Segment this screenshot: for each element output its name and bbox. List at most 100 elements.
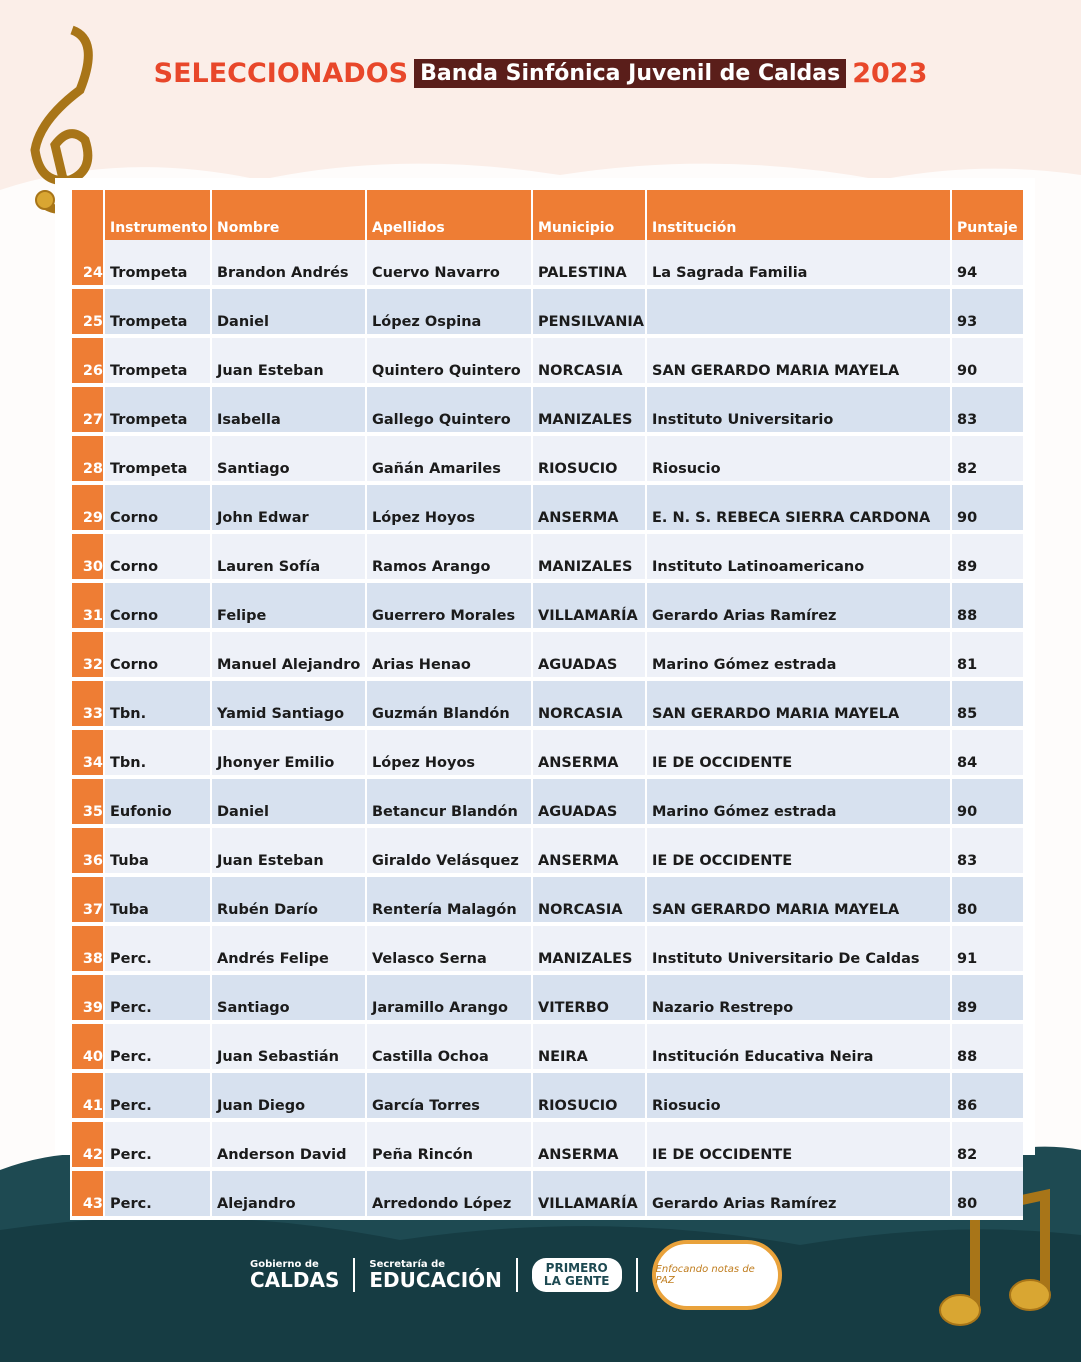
cell: Giraldo Velásquez: [365, 826, 532, 877]
row: 25 Trompeta Daniel López Ospina PENSILVANIA 9…: [70, 287, 1023, 338]
cell: SAN GERARDO MARIA MAYELA: [645, 679, 951, 730]
cell: Nazario Restrepo: [645, 973, 951, 1024]
cell: Tbn.: [103, 679, 211, 730]
logo-text: Gobierno de: [250, 1259, 319, 1270]
cell: Marino Gómez estrada: [645, 630, 951, 681]
title-prefix: SELECCIONADOS: [153, 58, 409, 89]
cell: 82: [950, 434, 1023, 485]
cell: SAN GERARDO MARIA MAYELA: [645, 875, 951, 926]
cell: Velasco Serna: [365, 924, 532, 975]
row: 38 Perc. Andrés Felipe Velasco Serna MANIZAL…: [70, 924, 1023, 975]
cell: Trompeta: [103, 240, 211, 289]
cell: Instituto Universitario: [645, 385, 951, 436]
cell: IE DE OCCIDENTE: [645, 1120, 951, 1171]
cell: 94: [950, 240, 1023, 289]
cell: Ramos Arango: [365, 532, 532, 583]
cell: 88: [950, 1022, 1023, 1073]
cell: Quintero Quintero: [365, 336, 532, 387]
cell: López Ospina: [365, 287, 532, 338]
cell: 83: [950, 826, 1023, 877]
row-number: 32: [70, 630, 104, 681]
cell: Guerrero Morales: [365, 581, 532, 632]
cell: PALESTINA: [531, 240, 646, 289]
cell: [645, 287, 951, 338]
row: 33 Tbn. Yamid Santiago Guzmán Blandón NORCAS…: [70, 679, 1023, 730]
cell: Gerardo Arias Ramírez: [645, 1169, 951, 1220]
cell: 93: [950, 287, 1023, 338]
cell: Juan Esteban: [210, 336, 366, 387]
row-number: 40: [70, 1022, 104, 1073]
cell: Betancur Blandón: [365, 777, 532, 828]
separator: [353, 1258, 356, 1292]
row: 28 Trompeta Santiago Gañán Amariles RIOSUCIO…: [70, 434, 1023, 485]
row-number: 26: [70, 336, 104, 387]
separator: [635, 1258, 638, 1292]
cell: Castilla Ochoa: [365, 1022, 532, 1073]
table: Instrumento Nombre Apellidos Municipio Insti…: [70, 190, 1023, 1220]
cell: 89: [950, 532, 1023, 583]
row: 35 Eufonio Daniel Betancur Blandón AGUADAS Ma…: [70, 777, 1023, 828]
cell: Brandon Andrés: [210, 240, 366, 289]
cell: IE DE OCCIDENTE: [645, 728, 951, 779]
footer: Gobierno de CALDAS Secretaría de EDUCACIÓN…: [250, 1240, 782, 1310]
cell: 80: [950, 1169, 1023, 1220]
cell: MANIZALES: [531, 385, 646, 436]
cell: ANSERMA: [531, 483, 646, 534]
cell: Jhonyer Emilio: [210, 728, 366, 779]
cell: Rubén Darío: [210, 875, 366, 926]
cell: Corno: [103, 581, 211, 632]
cell: VILLAMARÍA: [531, 581, 646, 632]
cell: Cuervo Navarro: [365, 240, 532, 289]
cell: Corno: [103, 630, 211, 681]
title-year: 2023: [852, 58, 928, 89]
logo-gobierno: Gobierno de CALDAS: [250, 1259, 339, 1291]
header-cell: Institución: [645, 190, 951, 240]
row: 32 Corno Manuel Alejandro Arias Henao AGUADA…: [70, 630, 1023, 681]
row-number: 36: [70, 826, 104, 877]
cell: Daniel: [210, 777, 366, 828]
cell: NORCASIA: [531, 679, 646, 730]
cell: 90: [950, 483, 1023, 534]
cell: 89: [950, 973, 1023, 1024]
cell: Trompeta: [103, 336, 211, 387]
title-highlight: Banda Sinfónica Juvenil de Caldas: [414, 59, 847, 88]
cell: Santiago: [210, 973, 366, 1024]
cell: Tbn.: [103, 728, 211, 779]
logo-text: Secretaría de: [369, 1259, 446, 1270]
row: 39 Perc. Santiago Jaramillo Arango VITERBO Na…: [70, 973, 1023, 1024]
row-number: 33: [70, 679, 104, 730]
cell: Andrés Felipe: [210, 924, 366, 975]
row-number: 25: [70, 287, 104, 338]
cell: Gallego Quintero: [365, 385, 532, 436]
cell: 84: [950, 728, 1023, 779]
cell: 86: [950, 1071, 1023, 1122]
row-number: 28: [70, 434, 104, 485]
title: SELECCIONADOS Banda Sinfónica Juvenil de …: [0, 58, 1081, 89]
cell: López Hoyos: [365, 728, 532, 779]
cell: Felipe: [210, 581, 366, 632]
row: 31 Corno Felipe Guerrero Morales VILLAMARÍA G…: [70, 581, 1023, 632]
cell: MANIZALES: [531, 532, 646, 583]
cell: Perc.: [103, 1022, 211, 1073]
cell: García Torres: [365, 1071, 532, 1122]
header-cell: Municipio: [531, 190, 646, 240]
cell: Trompeta: [103, 385, 211, 436]
cell: SAN GERARDO MARIA MAYELA: [645, 336, 951, 387]
cell: La Sagrada Familia: [645, 240, 951, 289]
cell: Manuel Alejandro: [210, 630, 366, 681]
row-number: 31: [70, 581, 104, 632]
cell: RIOSUCIO: [531, 434, 646, 485]
row: 34 Tbn. Jhonyer Emilio López Hoyos ANSERMA IE…: [70, 728, 1023, 779]
cell: López Hoyos: [365, 483, 532, 534]
cell: Instituto Universitario De Caldas: [645, 924, 951, 975]
row-number: 24: [70, 240, 104, 289]
logo-text: EDUCACIÓN: [369, 1268, 502, 1292]
row-number: 43: [70, 1169, 104, 1220]
row: 30 Corno Lauren Sofía Ramos Arango MANIZALES…: [70, 532, 1023, 583]
row-number: 42: [70, 1120, 104, 1171]
cell: PENSILVANIA: [531, 287, 646, 338]
row-number: 35: [70, 777, 104, 828]
cell: Riosucio: [645, 1071, 951, 1122]
cell: Juan Esteban: [210, 826, 366, 877]
